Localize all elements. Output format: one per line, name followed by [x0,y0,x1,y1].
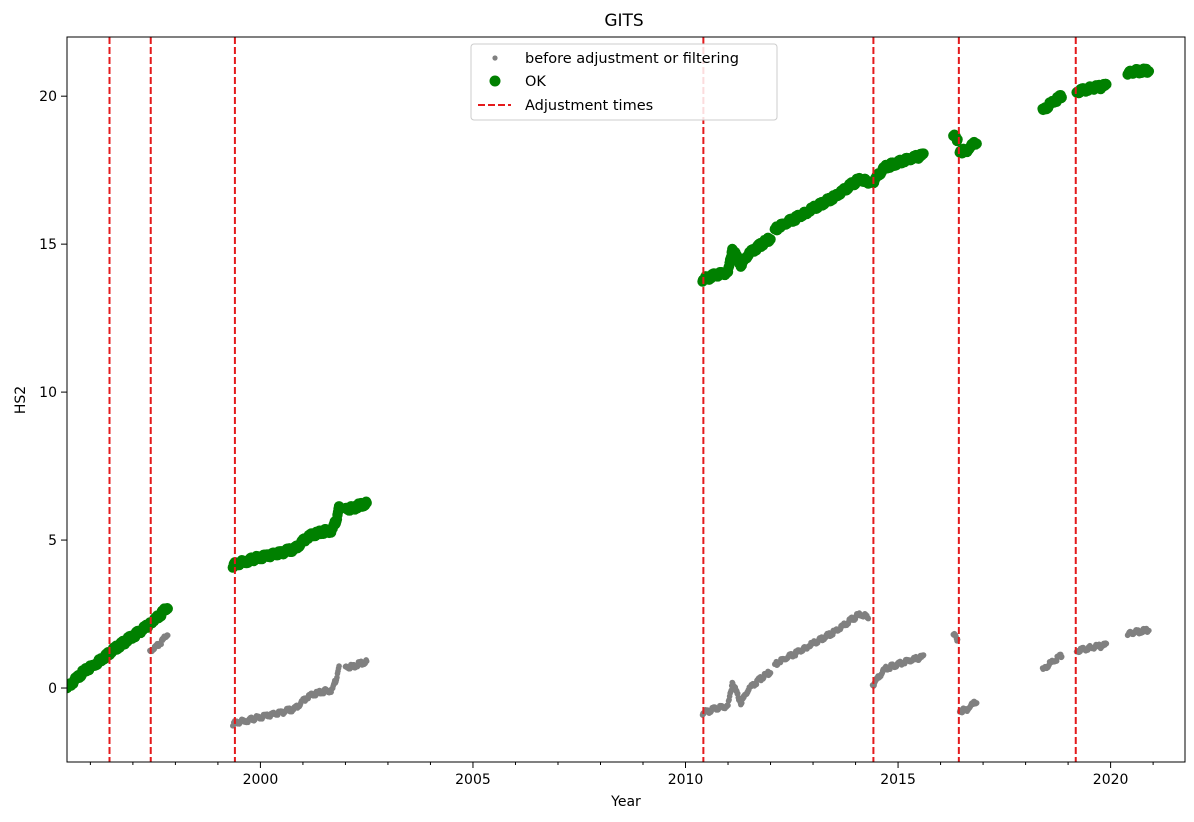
point-ok [918,148,929,159]
point-before [725,702,731,709]
point-ok [952,134,963,145]
point-before [363,658,370,664]
y-tick-label: 15 [39,237,57,253]
point-before [1146,627,1152,634]
axes-frame [66,36,1186,763]
y-tick-label: 10 [39,385,57,401]
legend-marker-ok [489,75,501,87]
point-ok [1056,92,1067,103]
legend-box [470,43,778,121]
x-tick-label: 2020 [1093,772,1129,788]
point-ok [1143,66,1155,77]
legend-label-ok: OK [525,74,546,90]
point-ok [162,603,173,614]
axis-ticks: 2000 2005 2010 2015 2020 0 5 10 15 20 [39,89,1154,788]
y-tick-label: 5 [48,533,57,549]
y-tick-label: 20 [39,89,57,105]
point-before [767,670,774,676]
legend-marker-before [492,55,498,61]
point-ok [971,138,982,149]
legend-label-before: before adjustment or filtering [525,51,739,67]
point-before [164,632,171,639]
point-before [973,700,980,706]
legend: before adjustment or filtering OK Adjust… [470,43,778,121]
point-ok [361,497,372,509]
point-before [1058,653,1065,660]
x-axis-label: Year [610,794,641,810]
point-ok [1101,79,1112,90]
y-axis-label: HS2 [13,386,29,414]
y-tick-label: 0 [48,681,57,697]
adjustment-lines [108,37,1077,762]
x-tick-label: 2010 [668,772,704,788]
point-before [336,663,342,669]
point-before [865,615,872,622]
point-before [920,652,927,658]
x-tick-label: 2000 [243,772,279,788]
point-before [1103,640,1110,647]
plot-area [67,37,1155,762]
x-tick-label: 2005 [455,772,491,788]
legend-label-adjustment: Adjustment times [525,98,653,114]
plot-clip-group [67,37,1155,762]
series-ok [67,63,1155,694]
point-before [734,690,741,697]
chart-title: GITS [604,11,643,31]
x-tick-label: 2015 [880,772,916,788]
point-ok [765,234,776,245]
